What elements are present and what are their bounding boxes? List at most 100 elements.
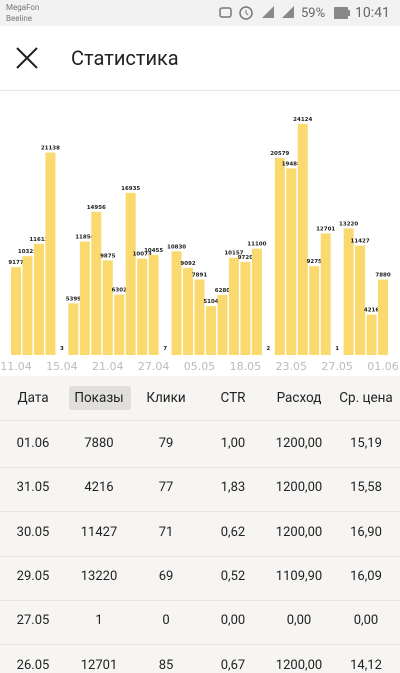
table-cell: 1,83 — [220, 480, 246, 496]
column-header[interactable]: Ср. цена — [339, 390, 393, 406]
bar — [286, 168, 297, 355]
table-cell: 0,67 — [220, 657, 246, 673]
value-label: 5399 — [66, 296, 81, 302]
value-label: 9275 — [307, 259, 322, 265]
value-label: 14956 — [87, 205, 106, 211]
bar — [148, 254, 159, 355]
value-label: 10322 — [18, 249, 37, 255]
bar — [137, 258, 148, 355]
table-cell: 71 — [158, 524, 174, 540]
bar — [217, 294, 228, 355]
value-label: 11100 — [247, 242, 266, 248]
table-cell: 1 — [95, 613, 103, 629]
battery-level: 59% — [301, 6, 326, 21]
chart: 9177 11.04 10322 11612 21138 3 15.04 5399 11854 1… — [0, 117, 399, 373]
value-label: 1 — [335, 346, 339, 352]
value-label: 7880 — [375, 273, 390, 279]
value-label: 11854 — [75, 234, 94, 240]
bar — [355, 245, 366, 355]
table-cell: 0,52 — [220, 568, 246, 584]
table-cell: 14,12 — [350, 657, 382, 673]
x-tick-label: 11.04 — [0, 360, 32, 373]
bar — [45, 152, 56, 355]
bar — [343, 228, 354, 355]
table-cell: 29.05 — [16, 568, 50, 584]
value-label: 10157 — [224, 251, 243, 257]
row-divider — [0, 420, 400, 421]
bar — [91, 211, 102, 355]
x-tick-label: 01.06 — [367, 360, 399, 373]
value-label: 10073 — [133, 252, 152, 258]
value-label: 2 — [266, 346, 270, 352]
x-tick-label: 27.05 — [321, 360, 353, 373]
table-cell: 16,09 — [350, 568, 382, 584]
bar — [68, 303, 79, 355]
bar — [274, 157, 285, 355]
table-cell: 77 — [158, 480, 174, 496]
value-label: 6302 — [112, 288, 127, 294]
row-divider — [0, 555, 400, 557]
bar — [11, 267, 21, 355]
value-label: 4216 — [364, 308, 379, 314]
table-cell: 1200,00 — [275, 480, 323, 496]
x-tick-label: 27.04 — [138, 360, 170, 373]
value-label: 9092 — [180, 261, 195, 267]
table-cell: 13220 — [80, 568, 118, 584]
value-label: 7 — [163, 346, 167, 352]
app-bar: Статистика — [0, 26, 400, 91]
table-cell: 27.05 — [16, 613, 50, 629]
value-label: 9177 — [8, 260, 23, 266]
column-header[interactable]: Показы — [74, 390, 124, 406]
close-button[interactable] — [15, 46, 39, 70]
table-cell: 0,62 — [220, 524, 246, 540]
bar — [125, 192, 136, 355]
value-label: 12701 — [316, 226, 335, 232]
value-label: 16935 — [121, 186, 140, 192]
carrier: MegaFon — [6, 3, 40, 12]
table-cell: 26.05 — [16, 657, 50, 673]
bar — [22, 256, 33, 355]
column-header[interactable]: Клики — [146, 390, 186, 406]
table-cell: 31.05 — [16, 480, 50, 496]
value-label: 7891 — [192, 272, 207, 278]
x-tick-label: 18.05 — [230, 360, 262, 373]
value-label: 20579 — [270, 151, 289, 157]
table-cell: 1109,90 — [275, 568, 323, 584]
x-tick-label: 21.04 — [92, 360, 124, 373]
value-label: 21138 — [41, 146, 60, 152]
table-cell: 0 — [162, 613, 170, 629]
table-cell: 1200,00 — [275, 657, 323, 673]
bar — [183, 267, 194, 355]
stats-table: Дата Показы Клики CTR Расход Ср. цена 01.06 788… — [0, 376, 400, 673]
table-cell: 15,19 — [350, 436, 382, 451]
battery-icon — [334, 7, 350, 19]
column-header[interactable]: Расход — [276, 390, 322, 406]
table-cell: 16,90 — [350, 524, 382, 540]
bar — [297, 124, 308, 355]
bar — [251, 248, 262, 355]
clock: 10:41 — [355, 5, 390, 21]
value-label: 3 — [60, 346, 64, 352]
value-label: 13220 — [339, 221, 358, 227]
bar — [205, 306, 216, 355]
x-tick-label: 05.05 — [184, 360, 216, 373]
bar — [228, 257, 239, 355]
screen-title: Статистика — [71, 46, 179, 70]
value-label: 19488 — [282, 161, 301, 167]
table-cell: 4216 — [84, 480, 114, 496]
table-cell: 12701 — [80, 657, 118, 673]
value-label: 11427 — [351, 239, 370, 245]
bar — [79, 241, 90, 355]
column-header[interactable]: Дата — [17, 390, 49, 406]
table-cell: 79 — [158, 436, 174, 451]
bar — [309, 266, 320, 355]
value-label: 5104 — [203, 299, 218, 305]
x-tick-label: 15.04 — [46, 360, 78, 373]
value-label: 10455 — [144, 248, 163, 254]
bar — [320, 233, 331, 355]
table-cell: 30.05 — [16, 524, 50, 540]
status-bar: MegaFon Beeline 59% 10:41 — [0, 0, 400, 26]
column-header[interactable]: CTR — [220, 390, 246, 406]
bar — [33, 243, 44, 355]
